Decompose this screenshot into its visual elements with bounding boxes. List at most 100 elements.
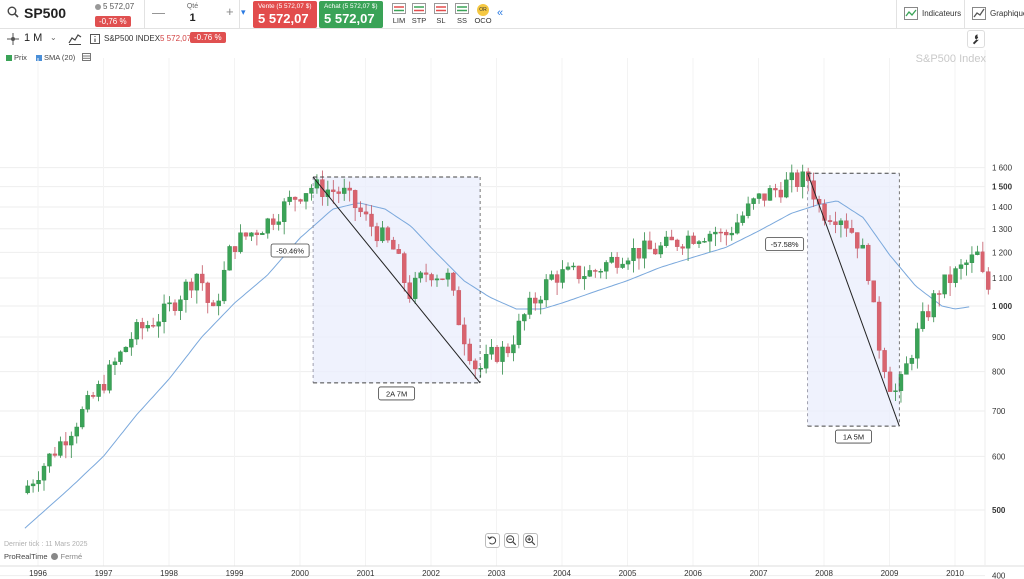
chart-button[interactable]: Graphique xyxy=(964,0,1024,29)
price-chart[interactable]: -50.46% 2A 7M -57.58% 1A 5M 1 600 1 500 1 400… xyxy=(0,50,1024,579)
y-tick-label: 400 xyxy=(992,572,1006,579)
order-ss-button[interactable]: SS xyxy=(451,1,473,28)
order-stp-button[interactable]: STP xyxy=(408,1,430,28)
indicators-icon xyxy=(904,7,918,20)
candle-body xyxy=(473,360,478,370)
last-tick-text: Dernier tick : 11 Mars 2025 xyxy=(4,541,88,548)
legend-price[interactable]: Prix xyxy=(6,53,27,62)
candle-body xyxy=(554,274,560,283)
instrument-price: 5 572,07 xyxy=(160,34,192,43)
x-tick-label: 1998 xyxy=(160,569,178,578)
candle-body xyxy=(227,246,232,271)
candle-body xyxy=(915,328,920,359)
candle-body xyxy=(767,188,773,201)
candle-body xyxy=(276,221,281,225)
instrument-name: S&P500 INDEX xyxy=(104,34,161,43)
sell-label: Vente (5 572,07 $) xyxy=(258,3,312,10)
sell-button[interactable]: Vente (5 572,07 $) 5 572,07 xyxy=(253,1,317,28)
candle-body xyxy=(931,293,936,318)
order-oco-button[interactable]: OR OCO xyxy=(472,1,494,28)
buy-button[interactable]: Achat (5 572,07 $) 5 572,07 xyxy=(319,1,383,28)
chevron-down-icon[interactable]: ⌄ xyxy=(50,33,57,42)
annotation-duration-box xyxy=(835,429,872,444)
candle-body xyxy=(74,426,79,437)
chart-icon xyxy=(972,7,986,20)
candle-body xyxy=(827,220,833,222)
candle-body xyxy=(41,465,47,481)
candle-body xyxy=(942,274,947,295)
symbol-price: 5 572,07 xyxy=(103,2,135,11)
candle-body xyxy=(140,322,145,329)
drawing-tool-icon[interactable] xyxy=(7,33,19,45)
candle-body xyxy=(200,273,205,284)
quantity-decrease-button[interactable]: — xyxy=(152,5,165,20)
x-tick-label: 1996 xyxy=(29,569,47,578)
annotation-duration-text: 1A 5M xyxy=(843,433,864,442)
annotation-layer[interactable]: -50.46% 2A 7M -57.58% 1A 5M xyxy=(270,172,900,444)
order-sl-label: SL xyxy=(436,16,446,25)
zoom-in-icon xyxy=(525,535,536,546)
trailing-stop-icon xyxy=(455,3,469,14)
quantity-increase-button[interactable]: + xyxy=(226,4,234,19)
collapse-panel-icon[interactable]: « xyxy=(497,7,504,19)
legend-sma[interactable]: SMA (20) xyxy=(36,53,75,62)
undo-button[interactable] xyxy=(485,533,500,548)
symbol-selector[interactable]: SP500 5 572,07 -0,76 % xyxy=(0,0,145,29)
candle-body xyxy=(221,269,227,302)
candle-body xyxy=(249,232,254,237)
candle-body xyxy=(47,453,52,467)
candle-body xyxy=(429,274,434,281)
quantity-value[interactable]: 1 xyxy=(189,12,196,24)
indicators-label: Indicateurs xyxy=(922,9,962,18)
candle-body xyxy=(134,322,139,340)
order-lim-button[interactable]: LIM xyxy=(388,1,410,28)
candle-layer xyxy=(25,164,991,495)
source-name: ProRealTime xyxy=(4,552,48,561)
candle-body xyxy=(402,253,407,283)
symbol-change-badge: -0,76 % xyxy=(95,16,131,27)
chart-label: Graphique xyxy=(990,9,1024,18)
candle-body xyxy=(292,196,298,200)
candle-body xyxy=(724,231,729,236)
search-icon[interactable] xyxy=(7,6,19,18)
period-selector[interactable]: 1 M xyxy=(24,32,43,44)
candle-body xyxy=(123,346,129,353)
candle-body xyxy=(342,187,347,194)
info-icon[interactable] xyxy=(90,34,100,44)
candle-body xyxy=(718,231,724,234)
candle-body xyxy=(205,282,210,303)
candle-body xyxy=(396,249,401,254)
legend-settings-icon[interactable] xyxy=(82,53,91,61)
chevron-down-icon[interactable]: ▾ xyxy=(241,7,246,17)
chart-type-icon[interactable] xyxy=(68,33,82,45)
candle-body xyxy=(582,276,587,280)
indicators-button[interactable]: Indicateurs xyxy=(896,0,963,29)
order-sl-button[interactable]: SL xyxy=(430,1,452,28)
candle-body xyxy=(702,241,707,243)
quantity-stepper[interactable]: — Qté 1 + xyxy=(145,0,240,29)
candle-body xyxy=(587,270,593,277)
candle-body xyxy=(898,374,904,391)
legend-price-label: Prix xyxy=(14,53,27,62)
candle-body xyxy=(571,265,576,268)
chart-settings-button[interactable] xyxy=(967,30,985,48)
candle-body xyxy=(194,273,200,291)
annotation-percent-box xyxy=(270,243,310,258)
candle-body xyxy=(855,232,860,249)
x-tick-label: 2008 xyxy=(815,569,833,578)
undo-icon xyxy=(487,536,497,545)
candle-body xyxy=(833,221,838,225)
zoom-in-button[interactable] xyxy=(523,533,538,548)
candle-body xyxy=(800,171,805,187)
candle-body xyxy=(369,213,374,227)
candle-body xyxy=(958,264,964,269)
candle-body xyxy=(36,480,41,485)
candle-body xyxy=(281,201,287,222)
y-tick-label: 800 xyxy=(992,368,1006,377)
candle-body xyxy=(680,246,685,249)
candle-body xyxy=(52,453,58,456)
candle-body xyxy=(696,241,702,244)
candle-body xyxy=(904,363,909,375)
zoom-out-button[interactable] xyxy=(504,533,519,548)
candle-body xyxy=(964,262,969,265)
